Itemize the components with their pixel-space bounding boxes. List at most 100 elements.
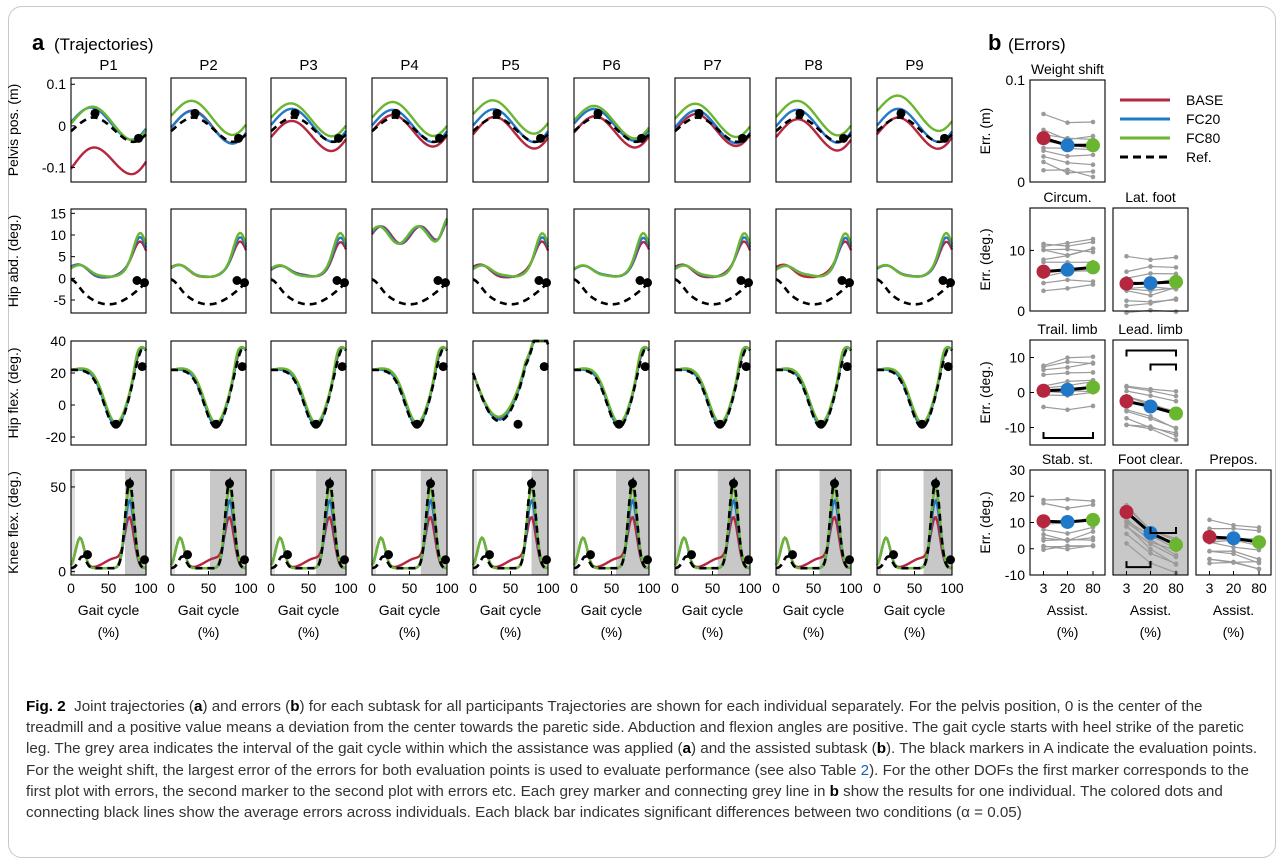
ref-line: [674, 116, 751, 144]
panel-b-subtitle: (Errors): [1008, 35, 1066, 54]
individual-marker: [1065, 497, 1070, 502]
evaluation-marker: [643, 278, 652, 288]
panel-border: [876, 208, 953, 314]
ref-line: [573, 476, 650, 570]
individual-marker: [1207, 517, 1212, 523]
error-panel-title: Circum.: [1043, 189, 1091, 205]
error-grid: Weight shift Err. (m) 0.1 0 Circum. Err. (deg…: [977, 61, 1272, 640]
ref-line: [775, 278, 852, 306]
trajectory-panel-r2-p6: [573, 340, 651, 446]
x-tick-label: 50: [402, 580, 418, 596]
x-tick-label: 0: [873, 580, 881, 596]
y-tick-label: 15: [50, 205, 66, 221]
ref-line: [674, 346, 752, 429]
evaluation-marker: [744, 278, 753, 288]
panel-b-letter: b: [988, 30, 1001, 55]
evaluation-marker: [232, 276, 242, 285]
individual-marker: [1148, 550, 1153, 556]
y-tick-label: -10: [1005, 420, 1025, 436]
y-tick-label: 50: [50, 479, 66, 495]
evaluation-marker: [234, 133, 243, 143]
panel-a-subtitle: (Trajectories): [54, 35, 154, 54]
trajectory-panel-r3-p9: 0 50 100 Gait cycle (%): [873, 469, 964, 640]
x-tick-label: 0: [67, 580, 75, 596]
base-line: [674, 112, 751, 148]
x-tick-label: 3: [1123, 580, 1131, 596]
panel-border: [270, 77, 347, 183]
individual-marker: [1041, 127, 1046, 133]
y-tick-label: 0: [1017, 541, 1025, 557]
assist-shade-start: [271, 470, 275, 575]
participant-label-p5: P5: [501, 57, 519, 74]
panel-border: [573, 77, 650, 183]
ref-line: [270, 476, 347, 570]
individual-marker: [1090, 502, 1096, 508]
y-tick-label: 10: [1009, 242, 1025, 258]
ref-line: [70, 116, 147, 144]
evaluation-marker: [140, 555, 149, 565]
evaluation-marker: [845, 555, 854, 565]
ref-line: [170, 116, 247, 144]
mean-marker-base: [1036, 383, 1051, 398]
individual-marker: [1173, 562, 1179, 567]
x-tick-label: 50: [503, 580, 519, 596]
individual-marker: [1207, 526, 1212, 531]
individual-marker: [1041, 288, 1046, 294]
evaluation-marker: [83, 550, 92, 560]
individual-marker: [1148, 386, 1153, 392]
ref-line: [674, 476, 751, 570]
x-tick-label: 50: [301, 580, 317, 596]
individual-marker: [1124, 383, 1129, 389]
individual-marker: [1148, 307, 1153, 313]
individual-marker: [1090, 249, 1096, 255]
individual-marker: [1173, 398, 1179, 404]
y-tick-label: -10: [1005, 567, 1025, 583]
trajectory-panel-r3-p8: 0 50 100 Gait cycle (%): [772, 469, 863, 640]
assist-shade-start: [776, 470, 780, 575]
ref-line: [472, 476, 549, 570]
fc80-line: [371, 217, 449, 245]
ref-line: [70, 346, 148, 429]
individual-marker: [1065, 277, 1070, 283]
evaluation-marker: [593, 108, 603, 118]
x-axis-label: Gait cycle: [278, 602, 340, 618]
evaluation-marker: [788, 550, 797, 560]
mean-marker-base: [1119, 276, 1134, 291]
trajectory-panel-r0-p9: P9: [876, 57, 953, 183]
ref-line: [472, 278, 549, 306]
error-panel-3: Lat. foot: [1112, 189, 1189, 315]
error-panel-1: Weight shift Err. (m) 0.1 0: [977, 61, 1106, 190]
panel-border: [170, 77, 247, 183]
trajectory-panel-r2-p9: [876, 340, 954, 446]
evaluation-marker: [433, 276, 443, 285]
fc80-line: [270, 345, 348, 425]
base-line: [70, 146, 148, 176]
individual-marker: [1090, 239, 1096, 245]
evaluation-marker: [132, 276, 142, 285]
error-panel-4: Trail. limb Err. (deg.) 10 0 -10: [977, 321, 1106, 446]
x-axis-label: Gait cycle: [884, 602, 946, 618]
individual-marker: [1065, 544, 1070, 549]
evaluation-marker: [438, 362, 448, 372]
evaluation-marker: [694, 108, 704, 118]
row-ylabel-3: Knee flex. (deg.): [5, 471, 21, 574]
evaluation-marker: [325, 479, 334, 489]
ref-line: [876, 116, 953, 144]
individual-marker: [1173, 265, 1179, 270]
evaluation-marker: [513, 419, 523, 429]
trajectory-panel-r3-p4: 0 50 100 Gait cycle (%): [368, 469, 459, 640]
x-tick-label: 100: [536, 580, 560, 596]
evaluation-marker: [738, 133, 747, 143]
individual-marker: [1041, 527, 1046, 532]
assist-shade-start: [372, 470, 376, 575]
mean-marker-fc20: [1143, 399, 1158, 414]
individual-marker: [1065, 379, 1070, 384]
trajectory-panel-r3-p1: 50 00 50 100 Gait cycle (%): [50, 469, 158, 640]
x-tick-label: 20: [1143, 580, 1159, 596]
legend: BASE FC20 FC80 Ref.: [1120, 92, 1223, 165]
x-axis-unit: (%): [904, 624, 926, 640]
table-link[interactable]: 2: [860, 761, 870, 779]
x-tick-label: 0: [368, 580, 376, 596]
panel-border: [876, 340, 953, 446]
x-tick-label: 0: [772, 580, 780, 596]
